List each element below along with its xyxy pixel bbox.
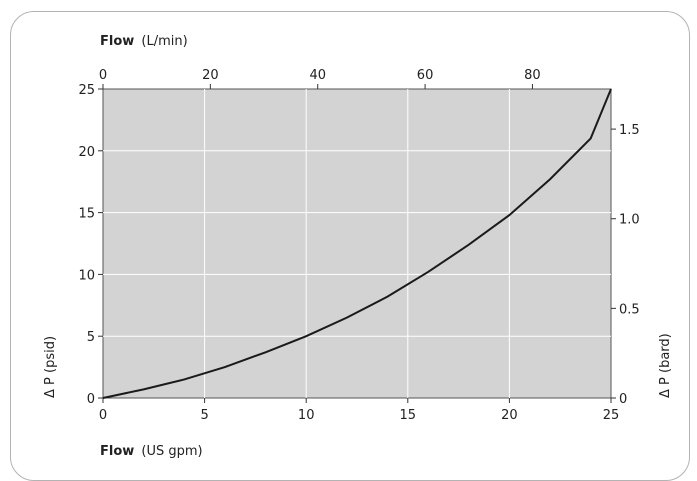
- x-tick-label: 10: [298, 408, 315, 423]
- top-axis-title: Flow (L/min): [100, 34, 188, 49]
- series-line: [102, 88, 612, 399]
- right-tick-label: 1.0: [619, 213, 640, 228]
- y-tick-label: 25: [78, 83, 95, 98]
- top-tick-label: 20: [202, 68, 219, 83]
- y-tick-label: 15: [78, 207, 95, 222]
- x-tick-label: 0: [99, 408, 107, 423]
- y-tick-label: 0: [87, 392, 95, 407]
- right-tick-label: 1.5: [619, 123, 640, 138]
- top-tick-label: 0: [99, 68, 107, 83]
- right-tick-label: 0.5: [619, 302, 640, 317]
- top-tick-label: 80: [524, 68, 541, 83]
- bottom-axis-title: Flow (US gpm): [100, 444, 203, 459]
- plot-area: [102, 88, 612, 399]
- right-axis-title: Δ P (bard): [658, 333, 673, 398]
- x-tick-label: 5: [200, 408, 208, 423]
- grid: [103, 89, 611, 398]
- left-axis-title: Δ P (psid): [43, 336, 58, 398]
- y-tick-label: 20: [78, 145, 95, 160]
- top-tick-label: 60: [417, 68, 434, 83]
- y-tick-label: 5: [87, 330, 95, 345]
- right-tick-label: 0: [619, 392, 627, 407]
- y-tick-label: 10: [78, 268, 95, 283]
- x-tick-label: 25: [603, 408, 620, 423]
- top-tick-label: 40: [309, 68, 326, 83]
- x-tick-label: 20: [501, 408, 518, 423]
- x-tick-label: 15: [400, 408, 417, 423]
